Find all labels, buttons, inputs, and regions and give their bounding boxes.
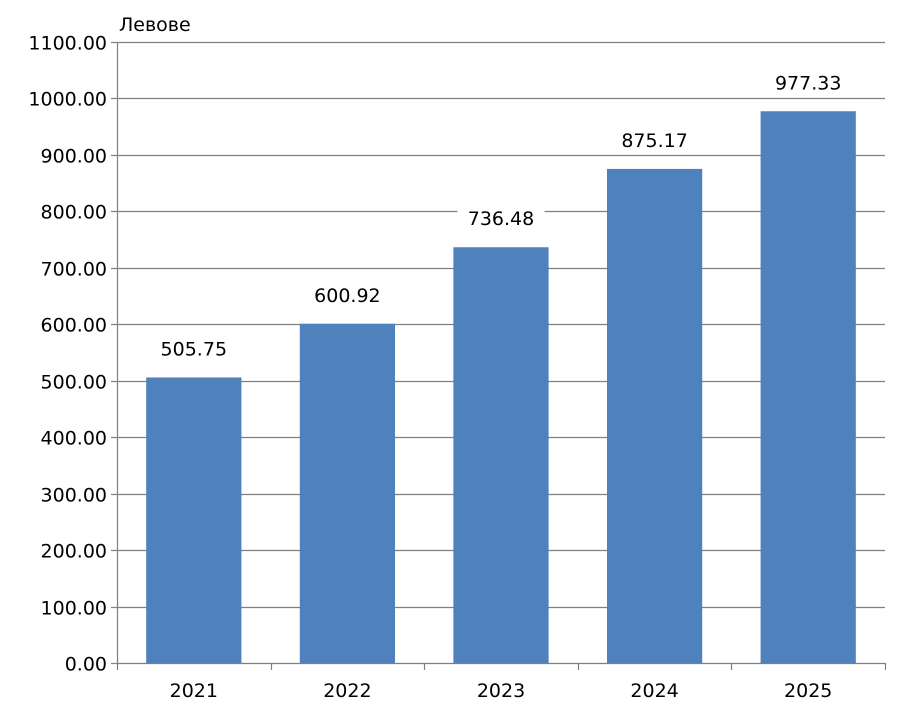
x-tick-label: 2025 [784, 680, 832, 702]
value-label-bg [764, 70, 852, 97]
y-unit-label: Левове [119, 14, 191, 36]
bars [146, 111, 856, 663]
y-tick-label: 500.00 [41, 372, 107, 394]
axes [111, 41, 887, 670]
y-tick-label: 800.00 [41, 202, 107, 224]
labels: 0.00 100.00 200.00 300.00 400.00 500.00 600.00… [28, 33, 852, 702]
y-tick-label: 700.00 [41, 259, 107, 281]
y-tick-label: 100.00 [41, 598, 107, 620]
value-label-bg [150, 336, 238, 363]
value-label: 736.48 [468, 208, 534, 230]
bar-2024 [606, 168, 703, 663]
bar-2023 [453, 247, 549, 663]
value-label: 977.33 [775, 72, 841, 94]
x-tick-label: 2022 [323, 680, 371, 702]
value-label: 600.92 [314, 285, 380, 307]
y-tick-label: 300.00 [41, 485, 107, 507]
x-tick-label: 2021 [170, 680, 218, 702]
y-tick-label: 1000.00 [28, 89, 107, 111]
bar-2022 [299, 323, 396, 663]
y-tick-label: 1100.00 [28, 33, 107, 55]
value-label-bg [303, 282, 391, 309]
y-tick-label: 0.00 [65, 654, 107, 676]
value-label-bg [457, 206, 545, 233]
value-label-bg [611, 127, 699, 154]
y-tick-label: 900.00 [41, 146, 107, 168]
y-tick-label: 400.00 [41, 428, 107, 450]
bar-2021 [146, 377, 242, 663]
bar-2025 [760, 111, 856, 663]
value-label: 875.17 [621, 130, 687, 152]
x-tick-label: 2023 [477, 680, 525, 702]
y-tick-label: 200.00 [41, 541, 107, 563]
value-label: 505.75 [161, 338, 227, 360]
x-tick-label: 2024 [630, 680, 678, 702]
y-tick-label: 600.00 [41, 315, 107, 337]
